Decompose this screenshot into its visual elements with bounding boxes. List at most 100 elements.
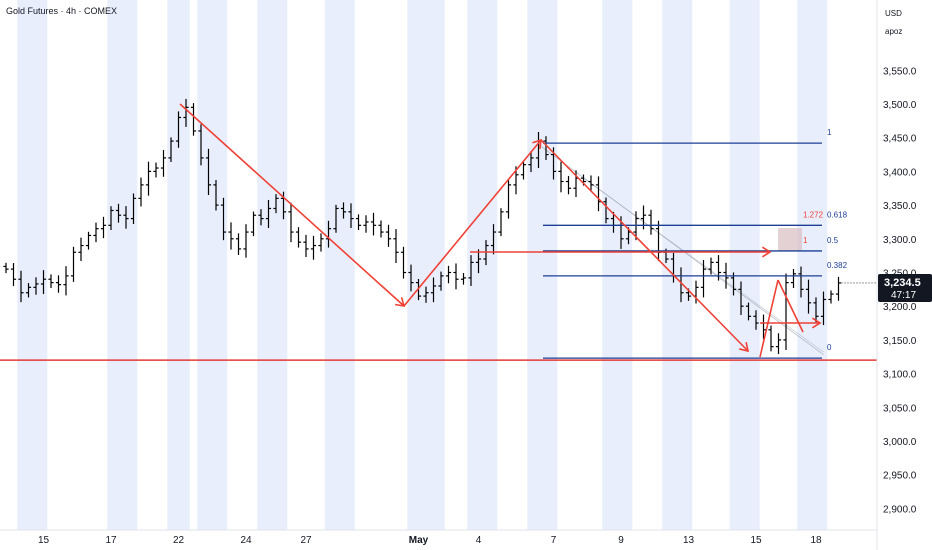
ohlc-bar: [768, 325, 774, 352]
ohlc-bar: [70, 246, 77, 282]
session-band: [17, 0, 48, 530]
ohlc-bar: [438, 271, 444, 291]
price-tick-label: 3,150.0: [883, 336, 917, 347]
ohlc-bar: [40, 270, 47, 295]
last-price-value: 3,234.5: [884, 277, 921, 289]
ohlc-bar: [558, 161, 564, 193]
price-tick-label: 3,000.0: [883, 437, 917, 448]
fib-level-label: 0: [827, 343, 832, 352]
time-tick-label: 17: [105, 535, 117, 546]
price-tick-label: 3,300.0: [883, 235, 917, 246]
ohlc-bar: [100, 216, 107, 239]
session-band: [407, 0, 445, 530]
ohlc-bar: [33, 277, 39, 295]
ohlc-bar: [700, 260, 707, 298]
session-band: [527, 0, 558, 530]
ohlc-bar: [295, 227, 302, 248]
time-axis[interactable]: 15 17 22 24 27 May 4 7 9 13 15 18: [0, 529, 877, 546]
ohlc-bar: [400, 246, 407, 279]
ohlc-bar: [385, 224, 392, 247]
time-tick-label: 15: [750, 535, 762, 546]
price-tick-label: 3,100.0: [883, 370, 917, 381]
scale-mode-label: apoz: [885, 27, 902, 36]
zig-up[interactable]: [759, 279, 779, 358]
session-band: [662, 0, 693, 530]
ohlc-bar: [130, 193, 137, 224]
ohlc-bar: [340, 202, 347, 219]
time-tick-label: 9: [618, 535, 624, 546]
ohlc-bar: [333, 204, 339, 233]
ohlc-bar: [190, 103, 197, 136]
ohlc-bar: [543, 136, 549, 160]
ohlc-bar: [198, 124, 204, 166]
ohlc-bar: [363, 215, 369, 233]
arrow-head: [739, 342, 750, 353]
ohlc-bar: [168, 137, 174, 162]
price-tick-label: 2,950.0: [883, 471, 917, 482]
session-band: [107, 0, 138, 530]
trend-arrow-down-1[interactable]: [179, 103, 405, 307]
session-band: [797, 0, 828, 530]
time-tick-label: 27: [300, 535, 312, 546]
ohlc-bar: [318, 233, 324, 252]
price-tick-label: 3,550.0: [883, 66, 917, 77]
ohlc-bar: [505, 178, 512, 219]
ohlc-bars: [3, 98, 842, 355]
ohlc-bar: [775, 333, 782, 355]
ohlc-bar: [115, 203, 122, 223]
price-tick-label: 2,900.0: [883, 504, 917, 515]
price-axis[interactable]: 3,550.0 3,500.0 3,450.0 3,400.0 3,350.0 3,300…: [876, 0, 932, 550]
price-tick-label: 3,200.0: [883, 302, 917, 313]
session-bands: [17, 0, 828, 530]
ohlc-bar: [738, 281, 744, 315]
ohlc-bar: [588, 175, 594, 192]
ohlc-bar: [445, 265, 452, 284]
trend-arrow-down-2[interactable]: [540, 139, 749, 352]
ohlc-bar: [265, 199, 272, 229]
time-tick-label: 24: [240, 535, 252, 546]
ohlc-bar: [498, 208, 504, 237]
time-tick-label: 18: [810, 535, 822, 546]
ohlc-bar: [93, 222, 99, 243]
ohlc-bar: [805, 279, 812, 314]
ohlc-bar: [288, 202, 294, 243]
time-tick-label: 13: [683, 535, 695, 546]
ohlc-bar: [25, 283, 32, 298]
ohlc-bar: [243, 224, 249, 258]
ohlc-bar: [528, 151, 534, 173]
ohlc-bar: [355, 214, 362, 231]
price-tick-label: 3,500.0: [883, 100, 917, 111]
ohlc-bar: [228, 222, 234, 250]
ohlc-bar: [310, 235, 317, 260]
ohlc-bar: [378, 220, 384, 238]
ohlc-bar: [213, 180, 219, 211]
ohlc-bar: [175, 111, 182, 148]
last-price-tag[interactable]: [878, 273, 932, 302]
currency-label: USD: [885, 9, 902, 18]
target-box: [778, 228, 802, 251]
ohlc-bar: [18, 270, 24, 303]
ohlc-bar: [468, 255, 474, 286]
arrow-head: [761, 246, 772, 258]
ohlc-bar: [490, 224, 497, 255]
arrow-head: [811, 317, 822, 329]
drawings-front[interactable]: 1 0.618 0.5 0.382 0 1.272 1: [0, 103, 877, 361]
ohlc-bar: [708, 257, 714, 275]
ohlc-bar: [325, 220, 332, 248]
ohlc-bar: [205, 148, 212, 195]
ohlc-bar: [3, 262, 9, 274]
trend-arrow-up[interactable]: [403, 139, 542, 307]
fib-level-label: 1: [827, 128, 832, 137]
fib-ext-label: 1: [803, 236, 808, 245]
ohlc-bar: [460, 273, 467, 285]
ohlc-bar: [10, 263, 17, 286]
ohlc-bar: [78, 237, 84, 262]
ohlc-bar: [48, 274, 54, 289]
ohlc-bar: [55, 275, 62, 293]
ohlc-bar: [145, 161, 152, 196]
ohlc-bar: [715, 255, 722, 281]
fib-level-label: 0.382: [827, 261, 848, 270]
time-tick-label: 7: [551, 535, 557, 546]
session-band: [324, 0, 355, 530]
